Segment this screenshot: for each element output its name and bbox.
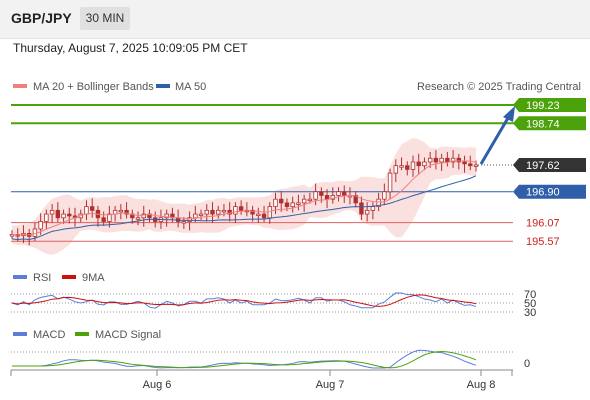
macd-line	[12, 349, 477, 369]
moving-averages	[11, 160, 477, 241]
rsi-level-70: 70	[524, 289, 536, 301]
resistance-label-2: 198.74	[513, 116, 586, 131]
candle	[238, 200, 244, 215]
ma20-line	[11, 160, 477, 236]
candle	[313, 183, 318, 206]
candle	[473, 160, 479, 172]
candle	[256, 207, 261, 223]
candle	[468, 155, 473, 171]
price-levels	[11, 104, 586, 242]
candle	[107, 205, 112, 228]
candle	[198, 209, 204, 221]
macd-panel: MACD MACD Signal 0	[11, 329, 530, 370]
header-bar: GBP/JPY 30 MIN	[0, 0, 590, 39]
timeframe-badge[interactable]: 30 MIN	[80, 7, 130, 30]
support-label-2: 195.57	[526, 236, 560, 248]
rsi-level-50: 50	[524, 298, 536, 310]
macd-signal-legend-label: MACD Signal	[95, 329, 161, 341]
candle	[210, 202, 215, 223]
rsi-level-30: 30	[524, 307, 536, 319]
candle	[101, 211, 106, 226]
candle	[393, 159, 399, 183]
candlesticks	[9, 150, 479, 246]
svg-text:199.23: 199.23	[526, 100, 560, 112]
rsi-line	[11, 292, 477, 309]
svg-text:195.57: 195.57	[526, 236, 560, 248]
candle	[336, 187, 341, 202]
candle	[433, 150, 439, 170]
candle	[387, 168, 393, 200]
ma50-legend-label: MA 50	[175, 81, 206, 93]
macd-zero-label: 0	[524, 358, 530, 370]
candle	[307, 192, 313, 204]
last-price-label: 197.62	[513, 157, 586, 172]
candle	[399, 157, 404, 171]
rsi-ma-line	[11, 294, 477, 307]
candle	[359, 196, 364, 221]
candle	[49, 204, 55, 223]
candle	[405, 161, 410, 176]
candle	[439, 153, 444, 171]
candle	[187, 211, 192, 231]
candle	[364, 202, 370, 222]
candle	[422, 157, 427, 171]
candle	[279, 191, 284, 212]
candle	[118, 204, 124, 220]
candle	[290, 196, 295, 213]
rsi-legend-label: RSI	[33, 272, 51, 284]
candle	[301, 194, 307, 212]
ma50-legend-swatch	[156, 84, 170, 88]
candle	[89, 198, 95, 218]
svg-text:196.07: 196.07	[526, 218, 560, 230]
candle	[181, 217, 187, 229]
candle	[67, 207, 72, 224]
candle	[44, 209, 49, 229]
timestamp: Thursday, August 7, 2025 10:09:05 PM CET	[13, 41, 248, 55]
candle	[296, 194, 301, 211]
candle	[61, 209, 66, 224]
candle	[462, 155, 467, 173]
candle	[135, 211, 141, 226]
x-tick-aug-6: Aug 6	[143, 379, 172, 391]
macd-signal-legend-swatch	[75, 332, 89, 336]
x-tick-aug-8: Aug 8	[467, 379, 496, 391]
instrument-title: GBP/JPY	[11, 10, 72, 26]
x-tick-aug-7: Aug 7	[316, 379, 345, 391]
candle	[124, 202, 129, 219]
support-label-1: 196.07	[526, 218, 560, 230]
resistance-label-1: 199.23	[513, 98, 586, 113]
candle	[55, 202, 61, 223]
candle	[216, 205, 221, 219]
candle	[273, 192, 278, 215]
candle	[204, 204, 209, 222]
svg-text:197.62: 197.62	[526, 160, 560, 172]
rsi-panel: RSI 9MA 70 50 30	[11, 272, 536, 319]
ma20-legend-label: MA 20 + Bollinger Bands	[33, 81, 154, 93]
macd-legend-swatch	[13, 332, 27, 336]
ma50-level-label: 196.90	[513, 184, 586, 199]
candle	[141, 205, 146, 227]
svg-text:196.90: 196.90	[526, 187, 560, 199]
svg-text:198.74: 198.74	[526, 118, 560, 130]
macd-legend-label: MACD	[33, 329, 65, 341]
credit-label: Research © 2025 Trading Central	[417, 81, 581, 93]
macd-signal-line	[12, 350, 477, 369]
bollinger-band-area	[12, 137, 476, 256]
forecast-arrow	[479, 106, 515, 165]
level-labels: 199.23 198.74 197.62 196.90 196.07 195.57	[513, 98, 586, 248]
ma50-line	[11, 175, 477, 241]
candle	[410, 155, 416, 177]
rsi-ma-legend-swatch	[62, 275, 76, 279]
candle	[164, 209, 169, 227]
ma20-legend-swatch	[13, 84, 27, 88]
time-axis: Aug 6 Aug 7 Aug 8	[10, 369, 513, 391]
rsi-legend-swatch	[13, 275, 27, 279]
candle	[456, 153, 462, 170]
candle	[416, 153, 421, 175]
rsi-ma-legend-label: 9MA	[82, 272, 105, 284]
bollinger-bands	[12, 137, 476, 256]
candle	[450, 150, 456, 168]
